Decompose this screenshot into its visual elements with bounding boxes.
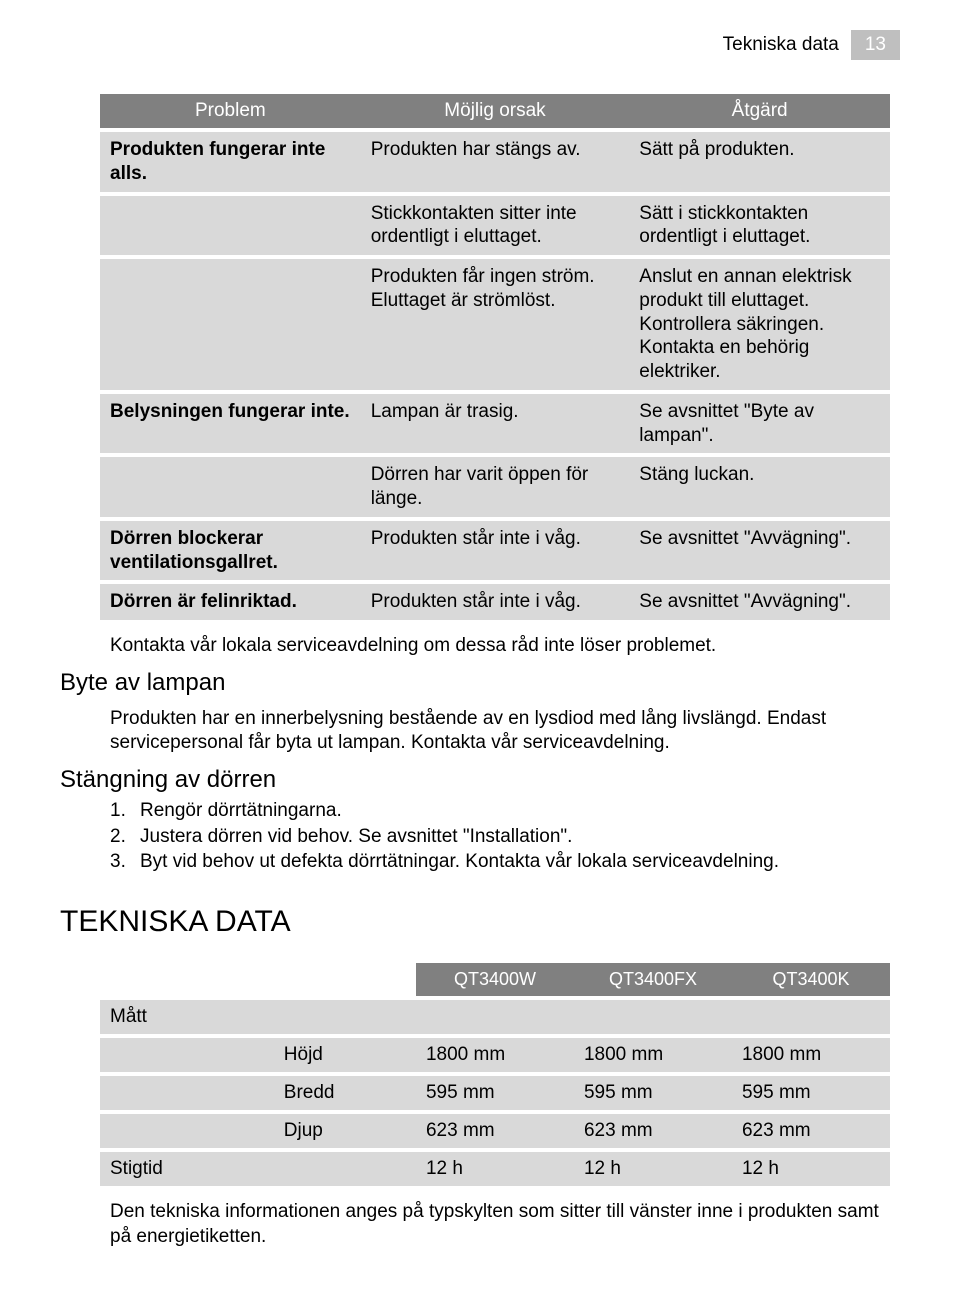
- cell-cause: Produkten har stängs av.: [361, 132, 630, 192]
- cell-problem: Dörren blockerar ventilationsgallret.: [100, 521, 361, 581]
- cell-cause: Dörren har varit öppen för länge.: [361, 457, 630, 517]
- th-model: QT3400FX: [574, 963, 732, 996]
- cell-action: Anslut en annan elektrisk produkt till e…: [629, 259, 890, 390]
- cell: 595 mm: [574, 1076, 732, 1110]
- rise-label: Stigtid: [100, 1152, 274, 1186]
- cell-action: Se avsnittet "Avvägning".: [629, 584, 890, 620]
- cell-cause: Stickkontakten sitter inte ordentligt i …: [361, 196, 630, 256]
- table-row: Stickkontakten sitter inte ordentligt i …: [100, 196, 890, 256]
- list-text: Byt vid behov ut defekta dörrtätningar. …: [140, 849, 779, 875]
- cell-action: Se avsnittet "Avvägning".: [629, 521, 890, 581]
- page-number: 13: [851, 30, 900, 60]
- cell: 595 mm: [732, 1076, 890, 1110]
- th-model: QT3400W: [416, 963, 574, 996]
- cell-problem: [100, 196, 361, 256]
- table-row: Belysningen fungerar inte. Lampan är tra…: [100, 394, 890, 454]
- th-action: Åtgärd: [629, 94, 890, 128]
- techdata-table: QT3400W QT3400FX QT3400K Mått Höjd 1800 …: [100, 959, 890, 1190]
- cell-cause: Produkten står inte i våg.: [361, 521, 630, 581]
- list-number: 1.: [110, 798, 140, 824]
- table-row: Stigtid 12 h 12 h 12 h: [100, 1152, 890, 1186]
- lamp-text: Produkten har en innerbelysning beståend…: [110, 707, 900, 756]
- cell: 1800 mm: [574, 1038, 732, 1072]
- list-item: 3.Byt vid behov ut defekta dörrtätningar…: [110, 849, 900, 875]
- cell: [274, 1000, 416, 1034]
- cell: 623 mm: [416, 1114, 574, 1148]
- table-header-row: Problem Möjlig orsak Åtgärd: [100, 94, 890, 128]
- cell-action: Sätt i stickkontakten ordentligt i elutt…: [629, 196, 890, 256]
- troubleshoot-table: Problem Möjlig orsak Åtgärd Produkten fu…: [100, 90, 890, 624]
- cell: 623 mm: [574, 1114, 732, 1148]
- cell-cause: Produkten får ingen ström. Eluttaget är …: [361, 259, 630, 390]
- table-row: Bredd 595 mm 595 mm 595 mm: [100, 1076, 890, 1110]
- table-header-row: QT3400W QT3400FX QT3400K: [100, 963, 890, 996]
- table-row: Mått: [100, 1000, 890, 1034]
- dim-label: Bredd: [274, 1076, 416, 1110]
- techdata-footnote: Den tekniska informationen anges på typs…: [110, 1200, 900, 1249]
- list-item: 1.Rengör dörrtätningarna.: [110, 798, 900, 824]
- running-header: Tekniska data 13: [60, 30, 900, 60]
- cell-problem: Produkten fungerar inte alls.: [100, 132, 361, 192]
- cell: [732, 1000, 890, 1034]
- cell: 12 h: [416, 1152, 574, 1186]
- techdata-heading: TEKNISKA DATA: [60, 905, 900, 939]
- cell-action: Se avsnittet "Byte av lampan".: [629, 394, 890, 454]
- table-row: Höjd 1800 mm 1800 mm 1800 mm: [100, 1038, 890, 1072]
- table-row: Djup 623 mm 623 mm 623 mm: [100, 1114, 890, 1148]
- cell: 1800 mm: [732, 1038, 890, 1072]
- running-title: Tekniska data: [723, 30, 851, 60]
- table-row: Produkten fungerar inte alls. Produkten …: [100, 132, 890, 192]
- cell: [274, 1152, 416, 1186]
- list-number: 3.: [110, 849, 140, 875]
- cell: [100, 1114, 274, 1148]
- dim-label: Höjd: [274, 1038, 416, 1072]
- cell: 1800 mm: [416, 1038, 574, 1072]
- table-row: Dörren blockerar ventilationsgallret. Pr…: [100, 521, 890, 581]
- list-text: Rengör dörrtätningarna.: [140, 798, 342, 824]
- list-item: 2.Justera dörren vid behov. Se avsnittet…: [110, 824, 900, 850]
- table-row: Produkten får ingen ström. Eluttaget är …: [100, 259, 890, 390]
- cell-cause: Produkten står inte i våg.: [361, 584, 630, 620]
- page: Tekniska data 13 Problem Möjlig orsak Åt…: [0, 0, 960, 1303]
- cell: [416, 1000, 574, 1034]
- cell-problem: Dörren är felinriktad.: [100, 584, 361, 620]
- th-problem: Problem: [100, 94, 361, 128]
- cell: [100, 1076, 274, 1110]
- cell-cause: Lampan är trasig.: [361, 394, 630, 454]
- th-cause: Möjlig orsak: [361, 94, 630, 128]
- dim-label: Djup: [274, 1114, 416, 1148]
- cell-problem: [100, 259, 361, 390]
- list-number: 2.: [110, 824, 140, 850]
- cell: [574, 1000, 732, 1034]
- section-label: Mått: [100, 1000, 274, 1034]
- table-row: Dörren har varit öppen för länge. Stäng …: [100, 457, 890, 517]
- door-steps: 1.Rengör dörrtätningarna. 2.Justera dörr…: [110, 798, 900, 875]
- th-blank: [274, 963, 416, 996]
- cell-problem: Belysningen fungerar inte.: [100, 394, 361, 454]
- door-heading: Stängning av dörren: [60, 766, 900, 794]
- cell: 595 mm: [416, 1076, 574, 1110]
- cell: 623 mm: [732, 1114, 890, 1148]
- cell: 12 h: [732, 1152, 890, 1186]
- cell-problem: [100, 457, 361, 517]
- cell: [100, 1038, 274, 1072]
- lamp-heading: Byte av lampan: [60, 669, 900, 697]
- th-blank: [100, 963, 274, 996]
- troubleshoot-footnote: Kontakta vår lokala serviceavdelning om …: [110, 634, 900, 659]
- list-text: Justera dörren vid behov. Se avsnittet "…: [140, 824, 572, 850]
- table-row: Dörren är felinriktad. Produkten står in…: [100, 584, 890, 620]
- cell-action: Sätt på produkten.: [629, 132, 890, 192]
- cell-action: Stäng luckan.: [629, 457, 890, 517]
- cell: 12 h: [574, 1152, 732, 1186]
- th-model: QT3400K: [732, 963, 890, 996]
